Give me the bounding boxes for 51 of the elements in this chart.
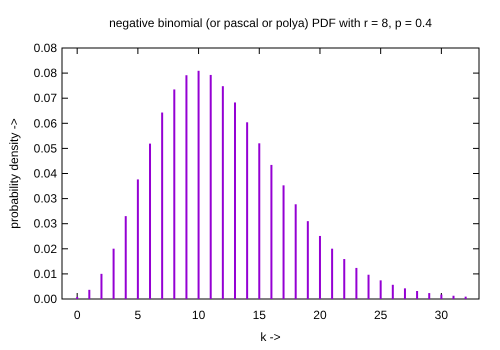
bar <box>258 143 260 299</box>
bar <box>452 296 455 299</box>
y-tick-label: 0.05 <box>34 141 58 156</box>
bar <box>270 164 272 299</box>
bar <box>380 280 382 299</box>
bar <box>282 185 285 299</box>
y-tick-label: 0.04 <box>34 166 58 180</box>
bar <box>100 274 102 299</box>
x-tick-label: 30 <box>434 308 448 322</box>
bar <box>404 288 406 299</box>
bar <box>246 122 248 299</box>
bar <box>331 248 334 299</box>
bar <box>161 112 164 299</box>
y-tick-label: 0.01 <box>34 266 58 281</box>
y-tick-label: 0.00 <box>34 292 58 306</box>
chart-title: negative binomial (or pascal or polya) PDF with r = 8, p = 0.4 <box>109 16 432 30</box>
bar <box>124 216 127 299</box>
bar <box>112 248 115 299</box>
bar <box>198 70 200 299</box>
x-axis-title: k -> <box>260 330 281 344</box>
y-tick-label: 0.06 <box>34 116 58 130</box>
bar <box>294 204 297 299</box>
bar <box>136 179 139 299</box>
x-tick-label: 20 <box>313 308 327 322</box>
bar <box>428 293 430 299</box>
y-tick-label: 0.08 <box>34 41 58 55</box>
bar <box>306 221 309 299</box>
y-axis-title: probability density -> <box>7 118 21 229</box>
y-tick-label: 0.03 <box>34 192 58 206</box>
x-tick-label: 15 <box>252 308 266 322</box>
bar <box>392 284 394 299</box>
bar <box>210 74 212 299</box>
bar <box>368 274 370 299</box>
y-tick-label: 0.03 <box>34 216 58 231</box>
bar <box>234 102 236 299</box>
x-tick-label: 25 <box>374 308 388 322</box>
bar <box>88 290 90 299</box>
y-tick-label: 0.08 <box>34 66 58 80</box>
bar <box>173 89 176 299</box>
bar <box>185 75 188 299</box>
bar <box>222 86 224 299</box>
bar <box>355 268 358 299</box>
bar <box>149 144 152 299</box>
x-tick-label: 10 <box>192 308 206 322</box>
bar <box>343 259 346 299</box>
x-tick-label: 5 <box>134 308 142 322</box>
y-tick-label: 0.02 <box>34 242 58 256</box>
y-tick-label: 0.07 <box>34 91 58 106</box>
bar <box>416 291 418 299</box>
bar <box>318 236 321 299</box>
x-tick-label: 0 <box>74 308 81 322</box>
